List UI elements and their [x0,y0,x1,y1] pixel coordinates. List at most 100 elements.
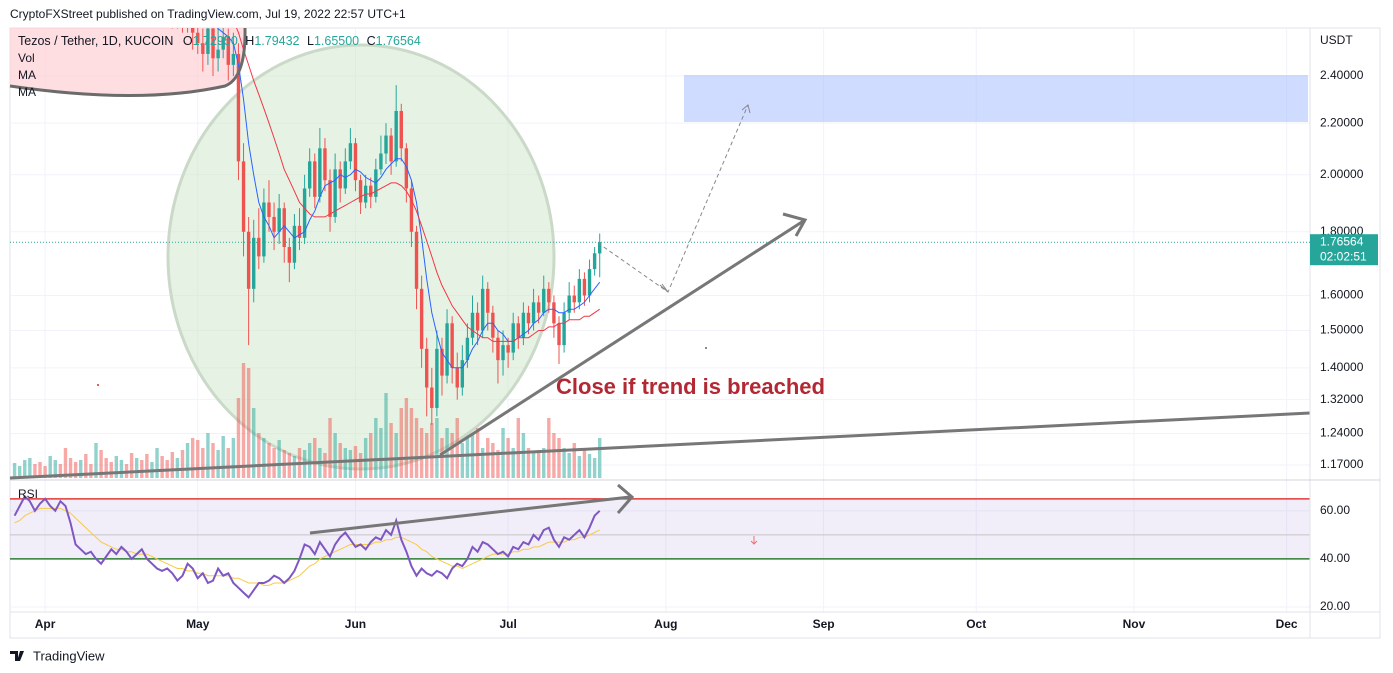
candle-body [190,28,195,33]
volume-bar [511,448,515,478]
volume-bar [521,433,526,478]
candle-body [241,161,246,232]
marker [97,384,99,386]
x-tick-label: Apr [35,617,56,631]
y-tick-label: 1.24000 [1320,426,1364,440]
candle-body [567,295,571,313]
support-line [9,411,1311,480]
candle-body [460,360,465,388]
volume-bar [384,393,388,478]
volume-bar [455,418,459,478]
x-tick-label: Jun [345,617,366,631]
price-pane [10,28,602,478]
y-tick-label: 1.60000 [1320,288,1364,302]
volume-bar [94,443,98,478]
marker [705,347,707,349]
candle-body [430,387,434,408]
ma-legend: MA [18,68,36,82]
volume-bar [12,463,17,478]
candle-body [389,135,393,162]
candle-body [216,49,220,59]
candle-body [267,202,271,217]
candle-body [521,312,526,338]
currency: USDT [1320,33,1353,47]
candle-body [414,231,419,289]
volume-bar [363,438,368,478]
volume-bar [43,466,47,478]
last-price-box [1310,234,1378,266]
volume-bar [48,456,52,478]
volume-bar [445,428,449,478]
symbol: Tezos / Tether, 1D, KUCOIN [18,34,173,48]
volume-bar [79,460,83,478]
volume-bar [155,448,159,478]
candle-body [338,169,342,189]
candle-body [419,288,424,349]
volume-bar [63,448,68,478]
volume-bar [38,462,42,478]
y-tick-label: 1.40000 [1320,360,1364,374]
volume-bar [435,418,439,478]
volume-bar [557,438,561,478]
volume-bar [333,433,337,478]
candle-body [211,28,215,59]
volume-bar [552,433,556,478]
volume-bar [23,460,27,478]
y-tick-label: 1.17000 [1320,457,1364,471]
candle-body [318,148,322,197]
volume-bar [201,448,205,478]
candle-body [323,148,327,181]
arrow-head [659,283,669,293]
arrow-head [741,104,751,114]
candle-body [328,180,332,217]
volume-bar [547,418,551,478]
candle-body [572,295,576,303]
y-tick-label: 2.00000 [1320,167,1364,181]
annotation: Close if trend is breached [556,374,825,399]
volume-bar [84,454,88,478]
volume-bar [577,456,582,478]
volume-bar [89,464,93,478]
candle-body [287,247,292,263]
candle-body [562,312,566,346]
marker [750,536,758,545]
candle-body [206,28,210,54]
volume-bar [28,458,32,478]
candle-body [201,43,205,54]
candle-body [450,323,454,368]
x-tick-label: Jul [499,617,516,631]
candle-body [343,161,348,189]
arrow-head [782,212,808,237]
y-tick-label: 60.00 [1320,503,1350,517]
volume-bar [104,458,108,478]
volume-bar [587,454,592,478]
volume-bar [419,428,424,478]
volume-bar [262,438,266,478]
volume-bar [68,458,73,478]
candle-body [465,337,470,361]
ohlc-key: O [183,34,193,48]
volume-bar [175,458,180,478]
candle-body [506,345,510,353]
volume-bar [379,428,383,478]
volume-bar [414,418,419,478]
volume-bar [562,448,566,478]
candle-body [475,312,480,331]
rsi-trend-line [309,495,631,535]
candle-body [231,53,236,65]
x-tick-label: May [186,617,210,631]
candle-body [557,323,561,346]
volume-bar [313,438,317,478]
volume-bar [114,456,119,478]
candle-body [404,148,409,189]
ohlc-key: L [307,34,314,48]
volume-bar [425,433,429,478]
x-tick-label: Aug [654,617,677,631]
candle-body [531,302,536,324]
candle-body [262,202,266,257]
publisher: CryptoFXStreet published on TradingView.… [10,7,406,21]
volume-bar [145,454,149,478]
candle-body [486,288,490,313]
volume-bar [567,453,571,478]
